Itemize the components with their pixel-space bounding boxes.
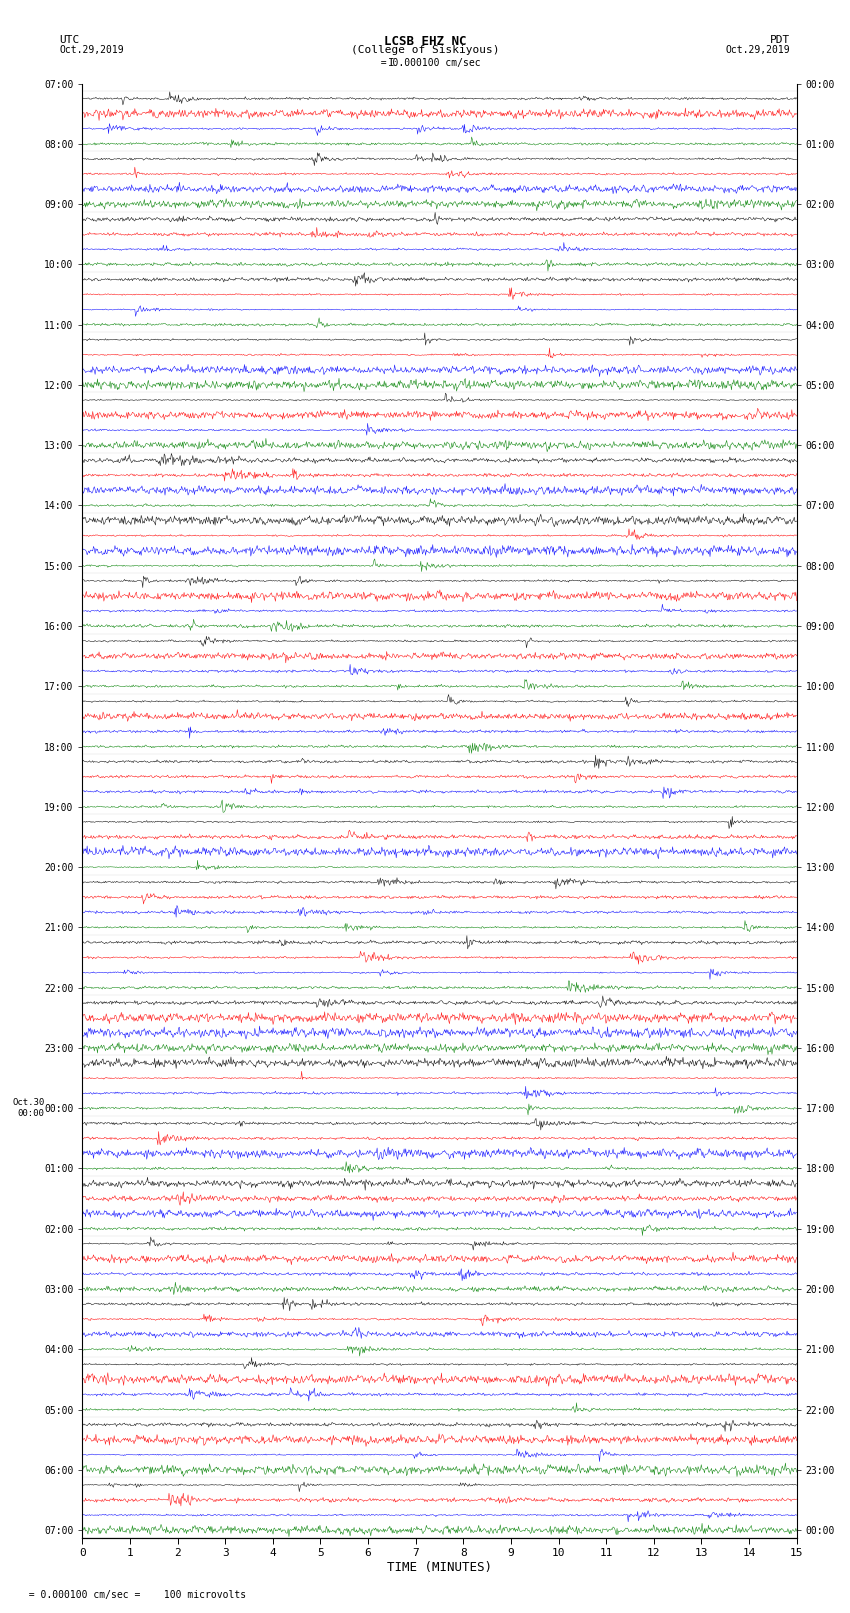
Text: LCSB EHZ NC: LCSB EHZ NC <box>383 35 467 48</box>
Text: Oct.30
00:00: Oct.30 00:00 <box>12 1098 44 1118</box>
Text: UTC: UTC <box>60 35 80 45</box>
Text: (College of Siskiyous): (College of Siskiyous) <box>351 45 499 55</box>
Text: Oct.29,2019: Oct.29,2019 <box>60 45 124 55</box>
X-axis label: TIME (MINUTES): TIME (MINUTES) <box>387 1561 492 1574</box>
Text: Oct.29,2019: Oct.29,2019 <box>726 45 790 55</box>
Text: PDT: PDT <box>770 35 790 45</box>
Text: = 0.000100 cm/sec: = 0.000100 cm/sec <box>369 58 481 68</box>
Text: I: I <box>388 58 394 68</box>
Text: = 0.000100 cm/sec =    100 microvolts: = 0.000100 cm/sec = 100 microvolts <box>17 1590 246 1600</box>
